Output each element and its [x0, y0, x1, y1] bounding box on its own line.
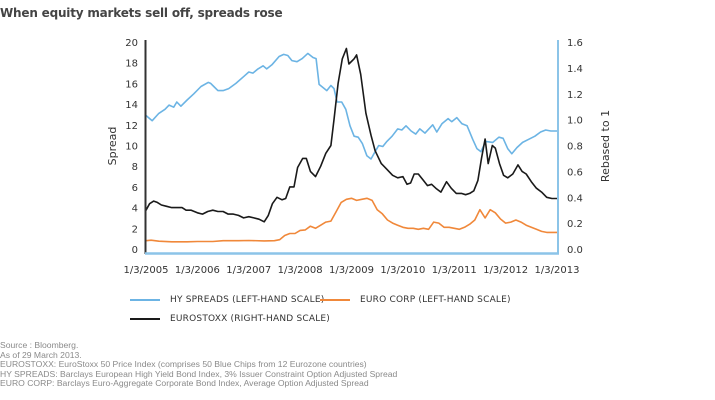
x-tick-label: 1/3/2011: [432, 265, 477, 276]
left-axis-ticks: 0 2 4 6 8 10 12 14 16 18 20: [125, 38, 138, 256]
legend-label-euro-corp: EURO CORP (LEFT-HAND SCALE): [360, 295, 511, 305]
series-line-euro-corp: [145, 197, 558, 243]
left-tick-label: 16: [125, 79, 138, 90]
right-tick-label: 0.2: [567, 219, 583, 230]
x-axis-ticks: 1/3/2005 1/3/2006 1/3/2007 1/3/2008 1/3/2009…: [124, 265, 580, 276]
x-tick-label: 1/3/2010: [380, 265, 425, 276]
right-tick-label: 0.0: [567, 245, 583, 256]
left-tick-label: 12: [125, 121, 138, 132]
x-tick-label: 1/3/2013: [535, 265, 580, 276]
legend-swatch-eurostoxx: [130, 318, 160, 320]
series-line-eurostoxx: [145, 47, 558, 223]
x-tick-label: 1/3/2005: [124, 265, 169, 276]
footnote-euro-corp: EURO CORP: Barclays Euro-Aggregate Corpo…: [0, 378, 369, 389]
left-tick-label: 6: [132, 183, 138, 194]
footnote-source: Source : Bloomberg.: [0, 340, 79, 350]
left-tick-label: 2: [132, 224, 138, 235]
x-tick-label: 1/3/2007: [226, 265, 271, 276]
chart-title: When equity markets sell off, spreads ro…: [0, 6, 283, 20]
left-axis-label: Spread: [106, 127, 119, 166]
series-layer: [145, 47, 558, 243]
footnotes: Source : Bloomberg. As of 29 March 2013.…: [0, 340, 398, 389]
right-axis-label: Rebased to 1: [599, 110, 612, 182]
legend-swatch-hy-spreads: [130, 299, 160, 301]
x-tick-label: 1/3/2012: [483, 265, 528, 276]
legend-label-hy-spreads: HY SPREADS (LEFT-HAND SCALE): [170, 295, 325, 305]
right-tick-label: 1.4: [567, 64, 583, 75]
right-tick-label: 0.4: [567, 193, 583, 204]
left-tick-label: 10: [125, 142, 138, 153]
legend-item-eurostoxx: EUROSTOXX (RIGHT-HAND SCALE): [130, 314, 330, 324]
footnote-hy-spreads: HY SPREADS: Barclays European High Yield…: [0, 368, 398, 379]
series-line-hy-spreads: [145, 52, 558, 160]
left-tick-label: 20: [125, 38, 138, 49]
legend-label-eurostoxx: EUROSTOXX (RIGHT-HAND SCALE): [170, 314, 331, 324]
right-tick-label: 1.2: [567, 90, 583, 101]
x-tick-label: 1/3/2008: [278, 265, 323, 276]
left-tick-label: 0: [132, 245, 138, 256]
legend-swatch-euro-corp: [320, 299, 350, 301]
left-tick-label: 8: [132, 162, 138, 173]
legend-item-euro-corp: EURO CORP (LEFT-HAND SCALE): [320, 295, 511, 305]
legend-item-hy-spreads: HY SPREADS (LEFT-HAND SCALE): [130, 295, 324, 305]
left-tick-label: 18: [125, 59, 138, 70]
left-tick-label: 4: [132, 204, 138, 215]
left-tick-label: 14: [125, 100, 138, 111]
right-tick-label: 0.8: [567, 142, 583, 153]
right-axis-ticks: 0.0 0.2 0.4 0.6 0.8 1.0 1.2 1.4 1.6: [567, 38, 583, 256]
footnote-eurostoxx: EUROSTOXX: EuroStoxx 50 Price Index (com…: [0, 359, 367, 370]
footnote-date: As of 29 March 2013.: [0, 349, 82, 360]
x-tick-label: 1/3/2009: [329, 265, 374, 276]
right-tick-label: 1.6: [567, 38, 583, 49]
x-tick-label: 1/3/2006: [175, 265, 220, 276]
right-tick-label: 0.6: [567, 167, 583, 178]
right-tick-label: 1.0: [567, 116, 583, 127]
